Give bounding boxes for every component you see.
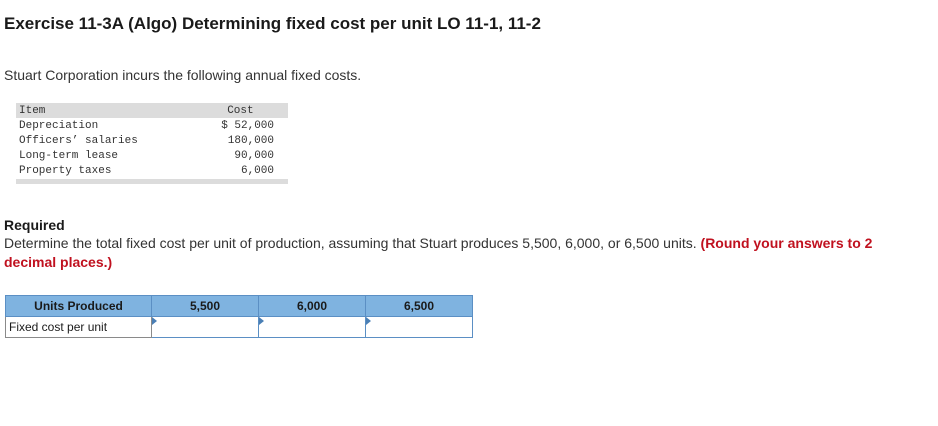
table-row: Officers’ salaries 180,000: [16, 133, 288, 148]
answer-cell-6500[interactable]: [365, 316, 473, 338]
units-6500-header: 6,500: [365, 295, 473, 317]
answer-header-row: Units Produced 5,500 6,000 6,500: [5, 295, 473, 317]
table-row: Property taxes 6,000: [16, 163, 288, 179]
units-produced-header: Units Produced: [5, 295, 152, 317]
item-cell: Property taxes: [19, 164, 112, 177]
cell-flag-icon: [366, 317, 371, 325]
exercise-title: Exercise 11-3A (Algo) Determining fixed …: [4, 14, 541, 33]
table-row: Depreciation $ 52,000: [16, 118, 288, 133]
table-footer-bar: [16, 178, 288, 184]
cost-column-header: Cost: [190, 103, 288, 118]
units-5500-header: 5,500: [151, 295, 259, 317]
rounding-note: (Round your answers to 2 decimal places.…: [4, 235, 873, 270]
answer-cell-6000[interactable]: [258, 316, 366, 338]
item-cell: Depreciation: [19, 119, 99, 132]
fixed-cost-per-unit-label: Fixed cost per unit: [5, 316, 152, 338]
fixed-cost-5500-input[interactable]: [152, 317, 258, 337]
required-heading: Required: [4, 217, 65, 233]
table-row: Long-term lease 90,000: [16, 148, 288, 163]
cost-cell: $ 52,000: [221, 119, 274, 132]
required-instructions: Determine the total fixed cost per unit …: [4, 234, 904, 272]
answer-table: Units Produced 5,500 6,000 6,500 Fixed c…: [5, 295, 473, 338]
cost-cell: 180,000: [227, 134, 274, 147]
item-cell: Long-term lease: [19, 149, 119, 162]
fixed-costs-table: Item Cost Depreciation $ 52,000 Officers…: [16, 103, 288, 184]
answer-row: Fixed cost per unit: [5, 316, 473, 338]
cell-flag-icon: [259, 317, 264, 325]
fixed-costs-header-row: Item Cost: [16, 103, 288, 118]
item-cell: Officers’ salaries: [19, 134, 138, 147]
fixed-cost-6000-input[interactable]: [259, 317, 365, 337]
intro-text: Stuart Corporation incurs the following …: [4, 67, 362, 83]
required-text: Determine the total fixed cost per unit …: [4, 235, 697, 251]
cost-cell: 6,000: [240, 164, 274, 177]
answer-cell-5500[interactable]: [151, 316, 259, 338]
fixed-cost-6500-input[interactable]: [366, 317, 472, 337]
cell-flag-icon: [152, 317, 157, 325]
units-6000-header: 6,000: [258, 295, 366, 317]
cost-cell: 90,000: [234, 149, 274, 162]
item-column-header: Item: [16, 103, 191, 118]
